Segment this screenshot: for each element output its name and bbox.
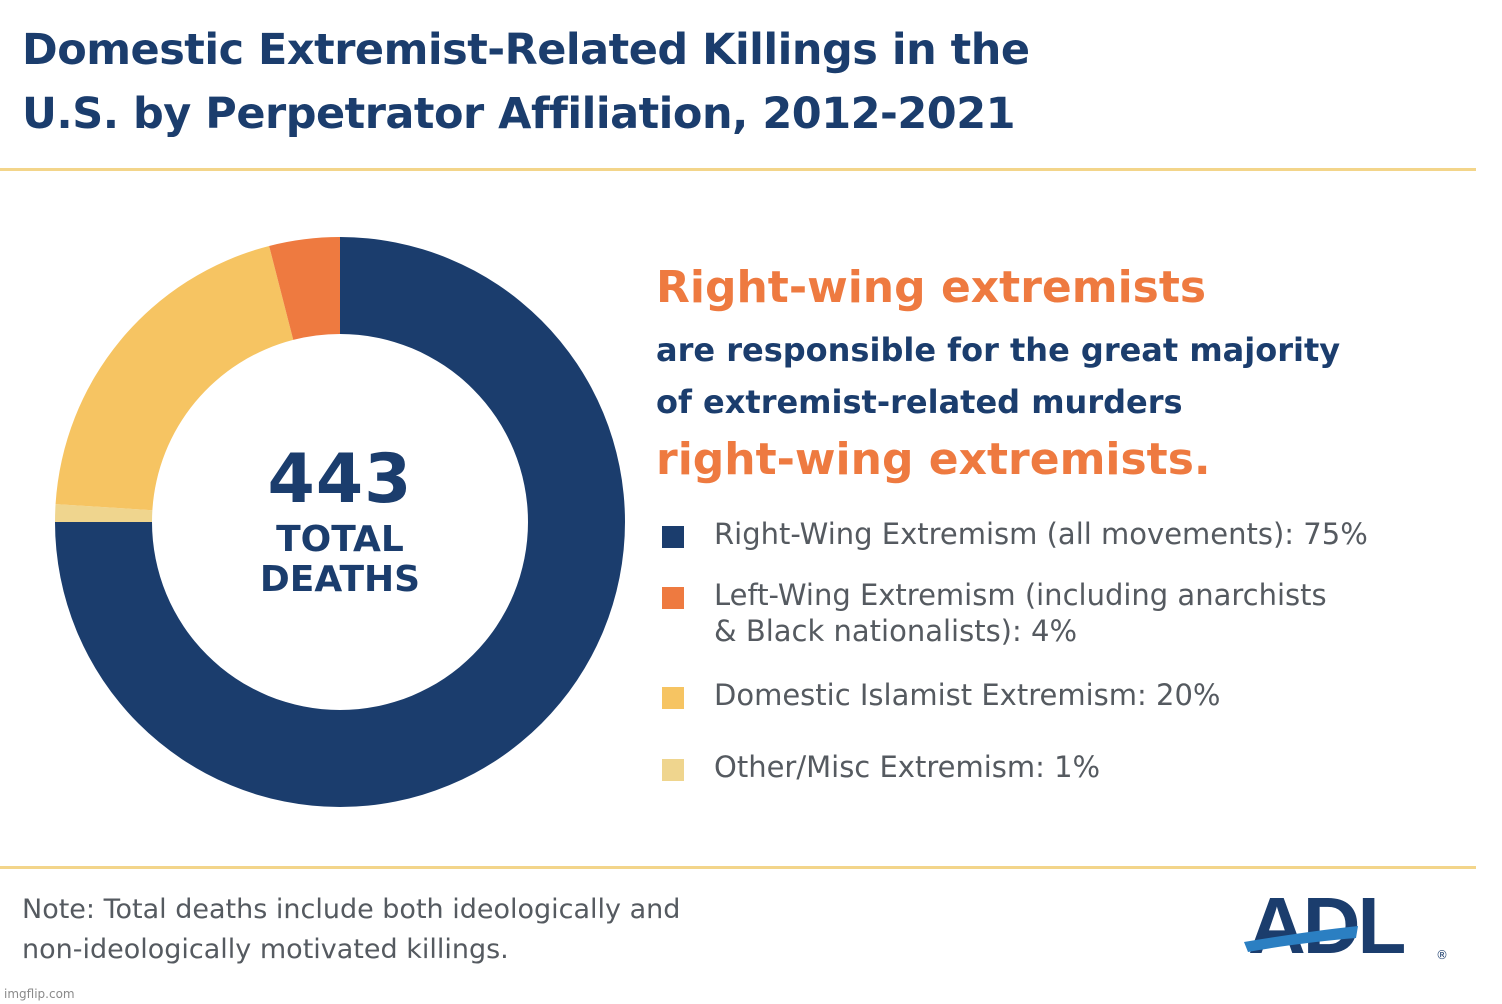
donut-slice-left-wing bbox=[269, 237, 340, 340]
donut-slice-right-wing bbox=[55, 237, 625, 807]
chart-title: Domestic Extremist-Related Killings in t… bbox=[22, 18, 1030, 146]
title-line-2: U.S. by Perpetrator Affiliation, 2012-20… bbox=[22, 89, 1016, 139]
adl-logo-text: ADL bbox=[1248, 881, 1406, 970]
legend-label-islamist: Domestic Islamist Extremism: 20% bbox=[714, 678, 1221, 712]
chart-legend: Right-Wing Extremism (all movements): 75… bbox=[660, 510, 1480, 785]
legend-swatch-right-wing bbox=[662, 526, 684, 548]
legend-swatch-left-wing bbox=[662, 587, 684, 609]
headline-blue-2: of extremist-related murders bbox=[656, 383, 1183, 421]
legend-item-right-wing: Right-Wing Extremism (all movements): 75… bbox=[660, 516, 1480, 552]
total-label-line-2: DEATHS bbox=[259, 559, 421, 600]
footnote-line-1: Note: Total deaths include both ideologi… bbox=[22, 894, 681, 925]
headline-orange-1: Right-wing extremists bbox=[656, 262, 1207, 313]
legend-item-left-wing: Left-Wing Extremism (including anarchist… bbox=[660, 577, 1480, 649]
legend-label-right-wing: Right-Wing Extremism (all movements): 75… bbox=[714, 517, 1368, 551]
title-line-1: Domestic Extremist-Related Killings in t… bbox=[22, 25, 1030, 75]
footnote-line-2: non-ideologically motivated killings. bbox=[22, 934, 509, 965]
footnote: Note: Total deaths include both ideologi… bbox=[22, 890, 680, 970]
adl-swoosh-icon bbox=[1244, 926, 1358, 952]
legend-swatch-other bbox=[662, 759, 684, 781]
legend-label-other: Other/Misc Extremism: 1% bbox=[714, 750, 1101, 784]
donut-slice-other bbox=[55, 504, 153, 522]
legend-label-left-wing-line-2: & Black nationalists): 4% bbox=[714, 614, 1077, 648]
legend-item-islamist: Domestic Islamist Extremism: 20% bbox=[660, 677, 1480, 713]
imgflip-watermark: imgflip.com bbox=[4, 987, 75, 1001]
donut-center-label: 443 TOTAL DEATHS bbox=[190, 440, 490, 600]
adl-registered-mark: ® bbox=[1436, 948, 1448, 962]
bottom-divider bbox=[0, 866, 1476, 869]
adl-logo: ADL ® bbox=[1240, 878, 1460, 974]
total-deaths-number: 443 bbox=[267, 440, 413, 519]
headline-block: Right-wing extremists are responsible fo… bbox=[656, 258, 1456, 490]
headline-orange-2: right-wing extremists. bbox=[656, 434, 1211, 485]
top-divider bbox=[0, 168, 1476, 171]
headline-blue-1: are responsible for the great majority bbox=[656, 331, 1341, 369]
legend-swatch-islamist bbox=[662, 687, 684, 709]
legend-label-left-wing-line-1: Left-Wing Extremism (including anarchist… bbox=[714, 578, 1327, 612]
donut-slice-islamist bbox=[55, 245, 294, 511]
donut-chart bbox=[55, 237, 625, 807]
total-label-line-1: TOTAL bbox=[276, 519, 404, 560]
legend-item-other: Other/Misc Extremism: 1% bbox=[660, 749, 1480, 785]
